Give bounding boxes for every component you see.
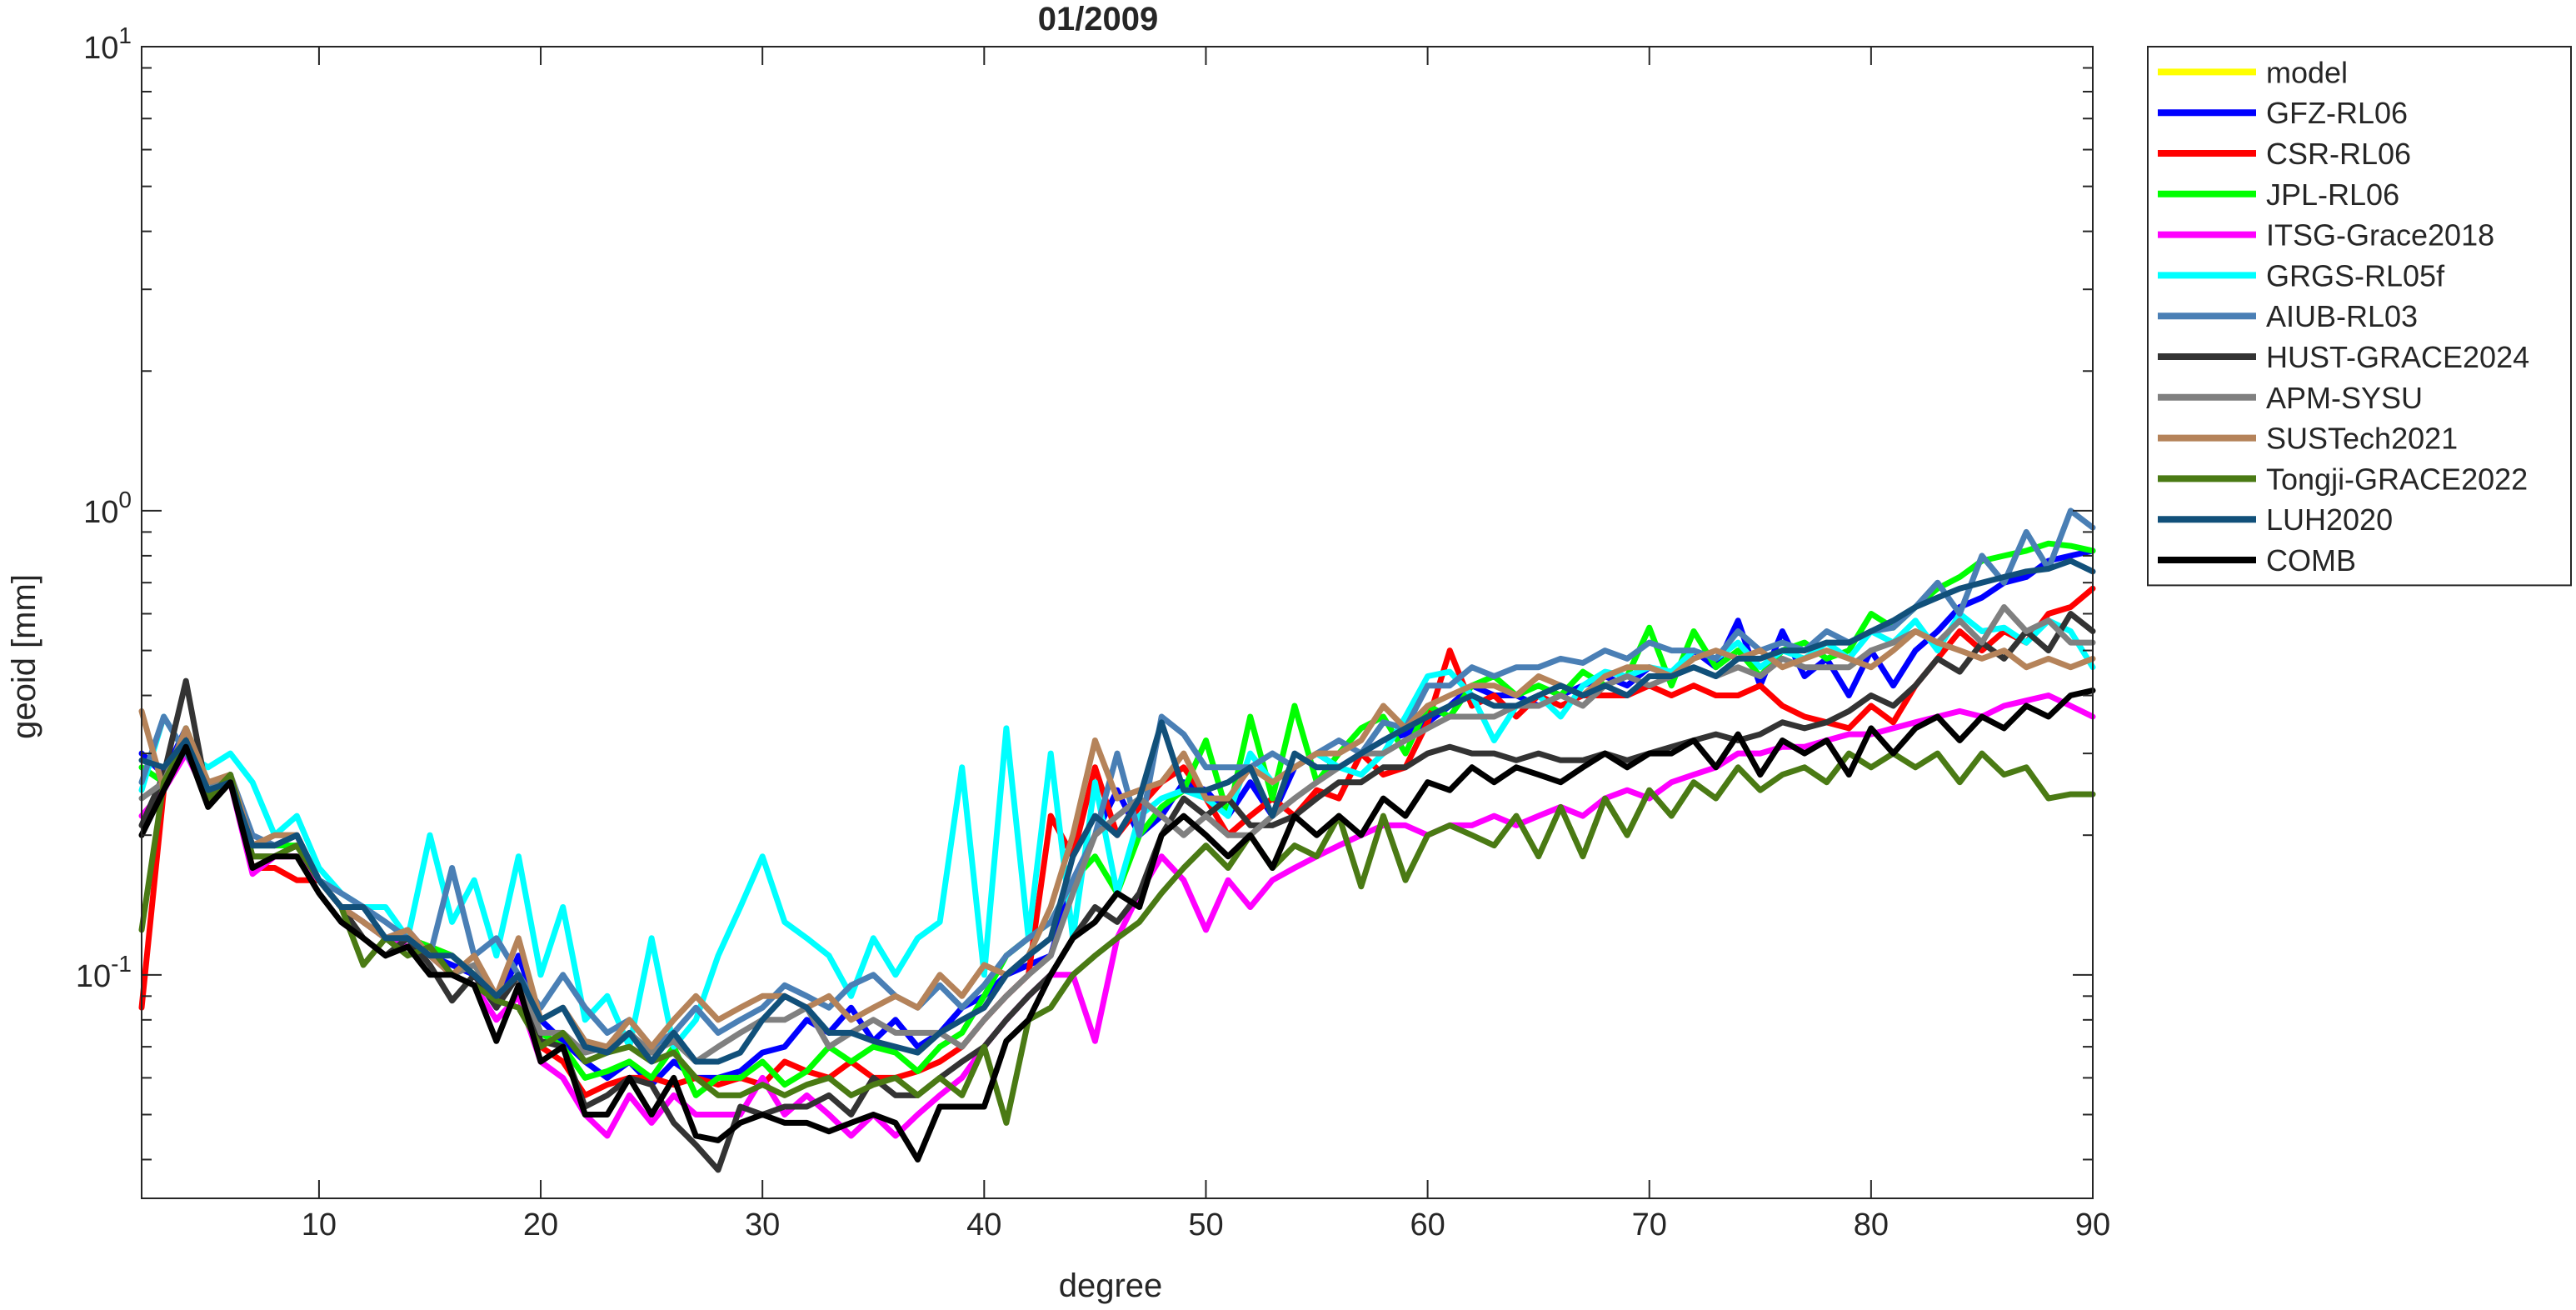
y-tick-label: 101 [83, 22, 132, 66]
x-tick-label: 60 [1410, 1208, 1445, 1242]
chart-title: 01/2009 [1038, 1, 1159, 38]
x-tick-label: 70 [1632, 1208, 1667, 1242]
axes-box [141, 46, 2094, 1199]
x-tick-label: 90 [2075, 1208, 2110, 1242]
legend: model GFZ-RL06 CSR-RL06 JPL-RL06 ITSG-Grace2… [2147, 46, 2572, 587]
y-tick-label: 100 [83, 487, 132, 530]
x-tick-label: 40 [966, 1208, 1001, 1242]
legend-label-GFZ-RL06: GFZ-RL06 [2266, 96, 2408, 130]
x-axis-label: degree [1059, 1268, 1163, 1304]
y-tick-label: 10-1 [76, 951, 132, 994]
series-line-LUH2020 [138, 558, 2096, 1065]
legend-label-SUSTech2021: SUSTech2021 [2266, 422, 2458, 456]
y-tick-base: 10 [76, 959, 111, 994]
legend-label-model: model [2266, 55, 2348, 89]
y-tick-base: 10 [83, 495, 118, 530]
legend-label-ITSG-Grace2018: ITSG-Grace2018 [2266, 218, 2494, 252]
x-tick-label: 50 [1188, 1208, 1223, 1242]
series-line-AIUB-RL03 [138, 508, 2096, 1050]
x-tick-label: 20 [523, 1208, 558, 1242]
legend-label-APM-SYSU: APM-SYSU [2266, 381, 2423, 415]
series-line-COMB [138, 688, 2096, 1162]
legend-label-COMB: COMB [2266, 543, 2356, 578]
legend-label-Tongji-GRACE2022: Tongji-GRACE2022 [2266, 462, 2528, 496]
y-tick-base: 10 [83, 31, 118, 66]
x-tick-label: 30 [745, 1208, 780, 1242]
legend-label-CSR-RL06: CSR-RL06 [2266, 137, 2411, 171]
legend-label-AIUB-RL03: AIUB-RL03 [2266, 299, 2418, 333]
y-tick-exponent: 0 [118, 487, 132, 512]
legend-label-JPL-RL06: JPL-RL06 [2266, 178, 2399, 212]
x-tick-label: 80 [1854, 1208, 1889, 1242]
legend-label-GRGS-RL05f: GRGS-RL05f [2266, 258, 2445, 292]
y-axis-label: geoid [mm] [6, 574, 42, 739]
y-tick-exponent: 1 [118, 22, 132, 48]
y-tick-exponent: -1 [111, 951, 132, 977]
legend-label-HUST-GRACE2024: HUST-GRACE2024 [2266, 340, 2529, 374]
x-tick-label: 10 [302, 1208, 337, 1242]
legend-label-LUH2020: LUH2020 [2266, 502, 2393, 537]
